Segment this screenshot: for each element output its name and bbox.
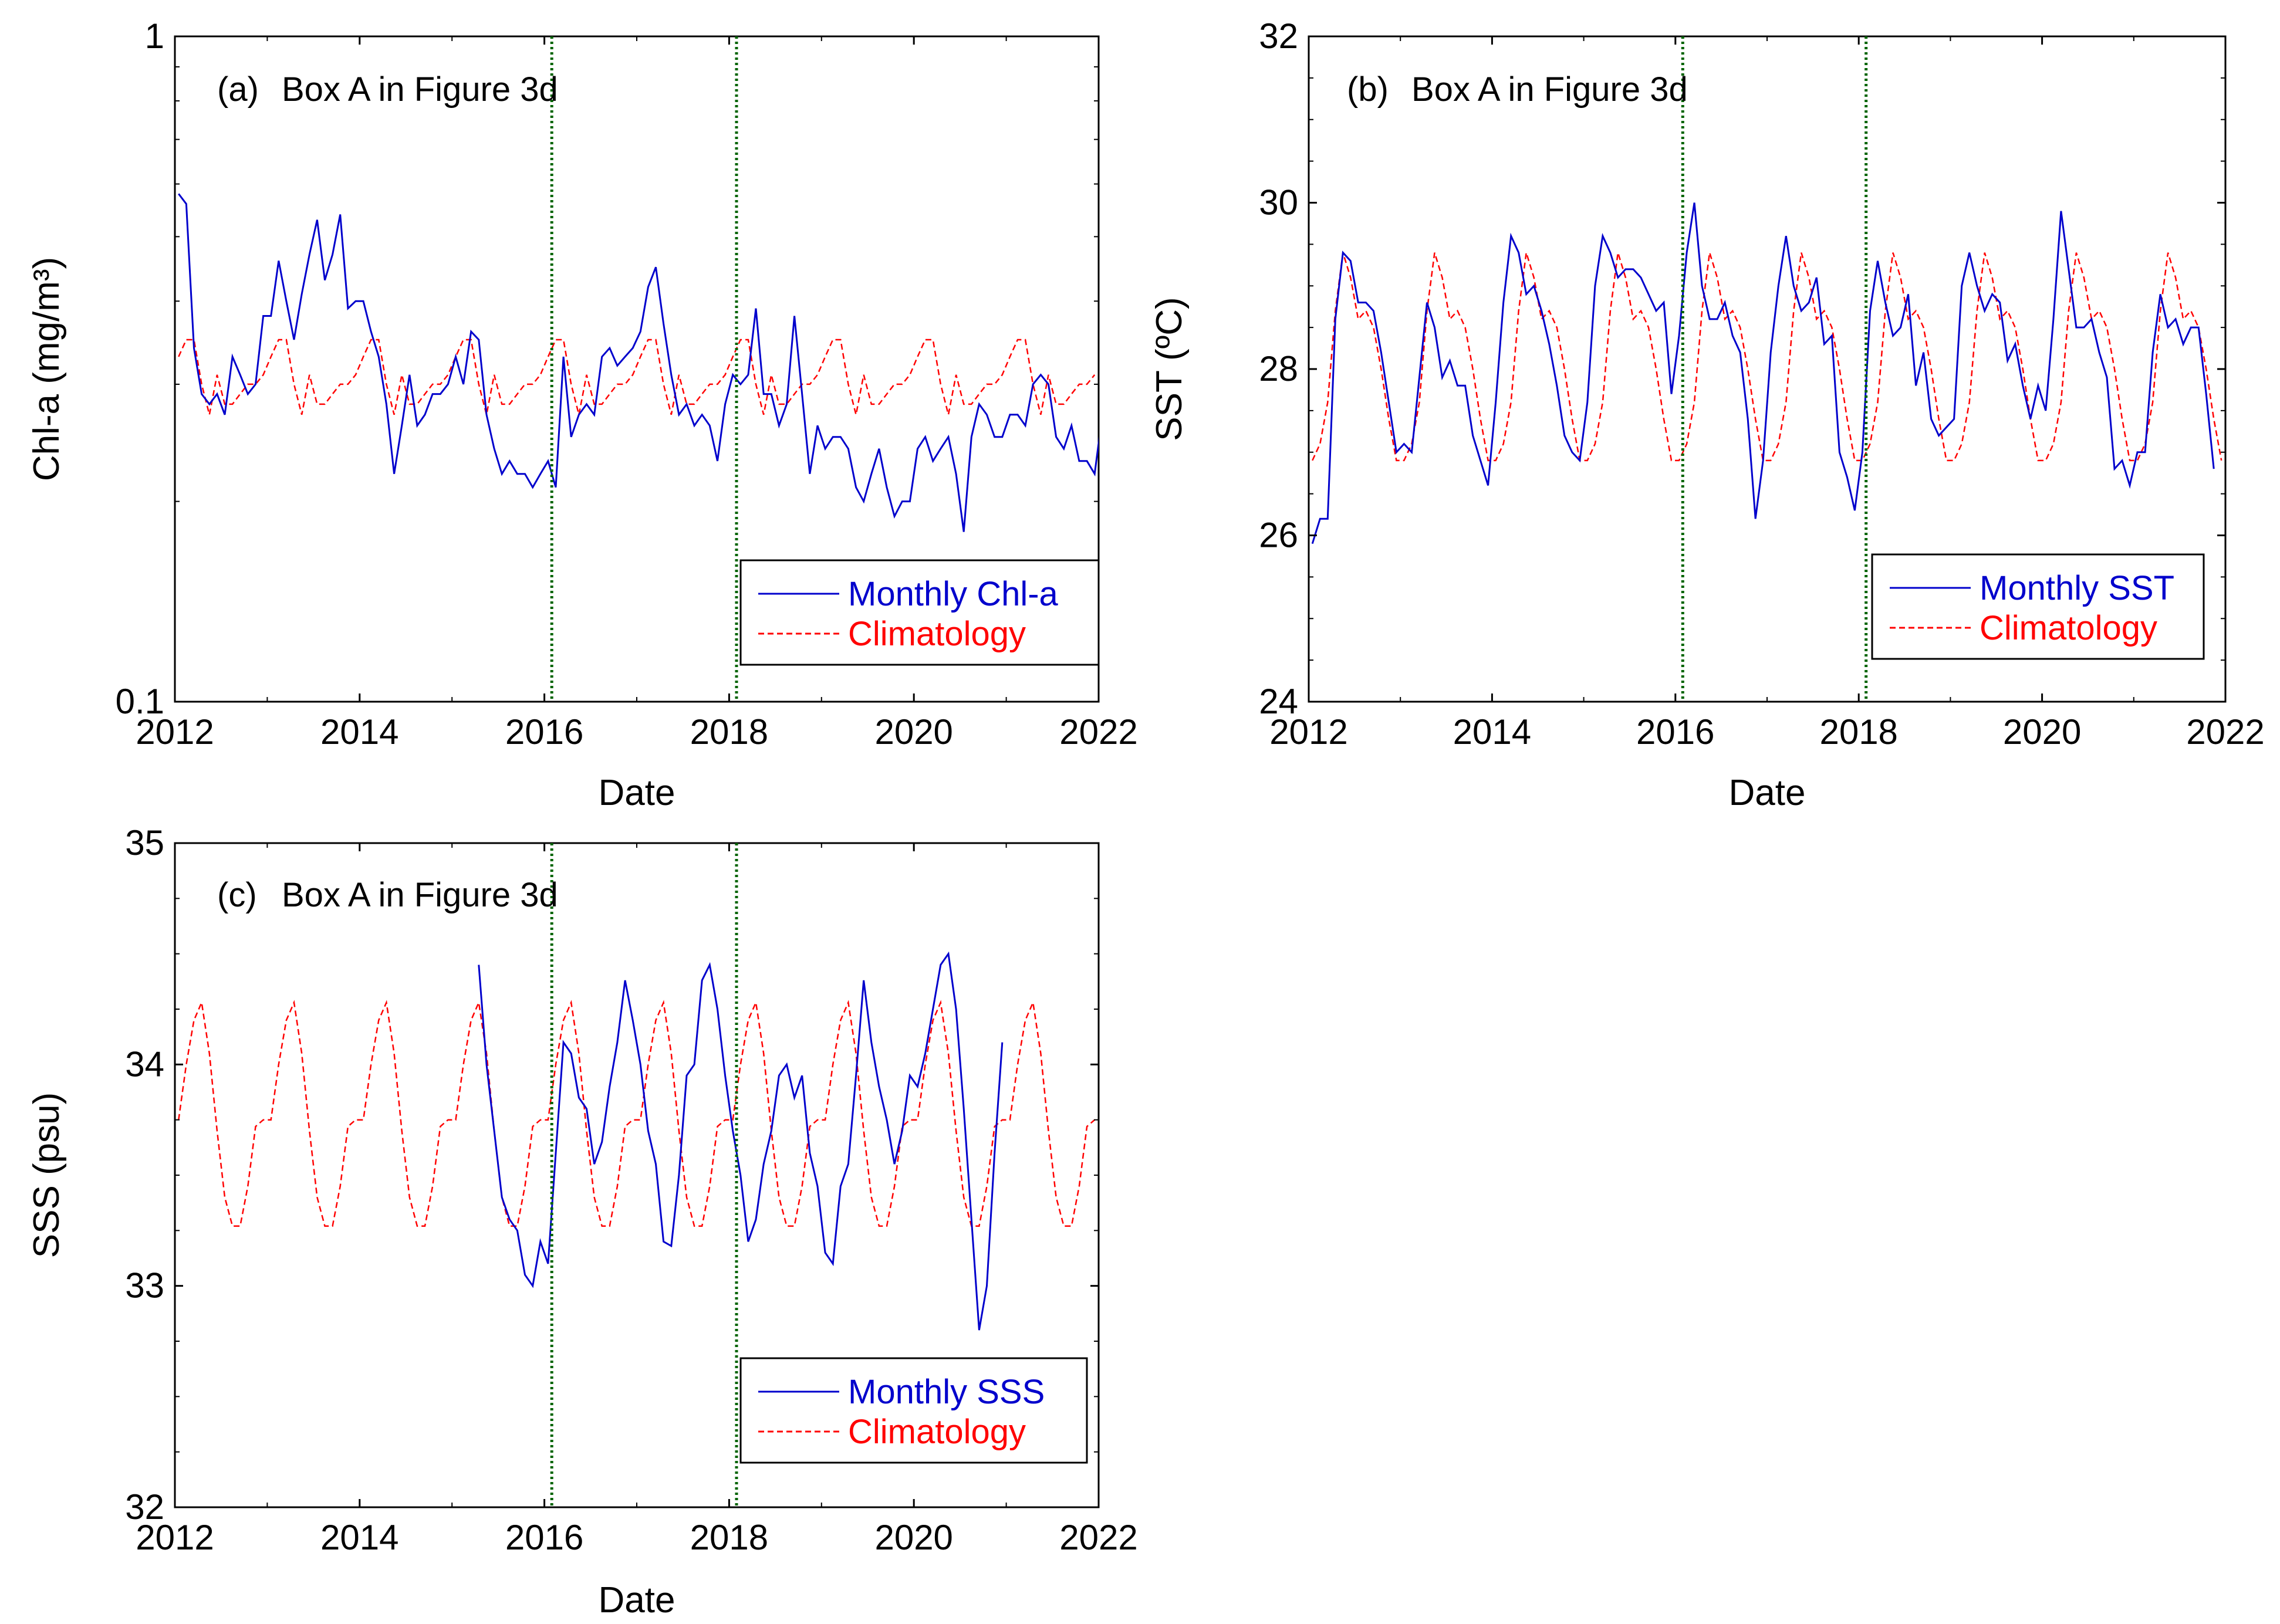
- panel-a-chl: 0.1 1 2012 2014 2016 2018 2020 2022 (a) Box A …: [26, 16, 1138, 813]
- x-tick-label: 2014: [320, 712, 398, 752]
- x-axis-title: Date: [599, 1580, 675, 1620]
- x-tick-label: 2018: [1819, 712, 1897, 752]
- panel-label: (b): [1347, 70, 1389, 109]
- legend-box: [739, 559, 1100, 666]
- x-tick-label: 2018: [690, 1518, 768, 1557]
- x-tick-label: 2012: [136, 712, 214, 752]
- series-monthly-line: [1311, 202, 2215, 544]
- x-tick-label: 2020: [2003, 712, 2081, 752]
- y-tick-label: 26: [1259, 516, 1298, 555]
- legend: Monthly SST Climatology: [1871, 553, 2205, 660]
- y-tick-label: 30: [1259, 183, 1298, 222]
- x-tick-label: 2020: [874, 712, 952, 752]
- x-tick-label: 2022: [1059, 712, 1137, 752]
- y-axis-title: SSS (psu): [26, 1092, 67, 1258]
- legend: Monthly Chl-a Climatology: [739, 559, 1100, 666]
- x-axis-title: Date: [599, 773, 675, 813]
- y-tick-label: 34: [125, 1044, 164, 1084]
- legend-label-series-2: Climatology: [848, 615, 1026, 653]
- legend-label-series-1: Monthly SSS: [848, 1373, 1045, 1411]
- panel-title: Box A in Figure 3d: [1411, 70, 1688, 109]
- x-tick-label: 2022: [1059, 1518, 1137, 1557]
- series-monthly-line: [478, 951, 1004, 1331]
- legend-label-series-2: Climatology: [1980, 609, 2157, 647]
- y-axis-title: SST (ºC): [1149, 297, 1190, 441]
- series-monthly-line: [178, 193, 1099, 532]
- x-tick-label: 2016: [505, 1518, 583, 1557]
- x-tick-label: 2020: [874, 1518, 952, 1557]
- panel-title: Box A in Figure 3d: [282, 876, 558, 914]
- y-tick-label: 0.1: [116, 682, 164, 721]
- panel-title: Box A in Figure 3d: [282, 70, 558, 109]
- panel-label: (a): [217, 70, 259, 109]
- x-tick-label: 2014: [1453, 712, 1531, 752]
- y-tick-label: 24: [1259, 682, 1298, 721]
- y-axis-title: Chl-a (mg/m³): [26, 257, 67, 481]
- x-tick-label: 2018: [690, 712, 768, 752]
- series-climatology-line: [178, 1000, 1096, 1227]
- y-tick-label: 33: [125, 1266, 164, 1305]
- panel-c-sss: 32 33 34 35 2012 2014 2016 2018 2020 2022 (c) Bo…: [26, 823, 1138, 1620]
- legend: Monthly SSS Climatology: [739, 1357, 1088, 1464]
- x-axis-title: Date: [1729, 773, 1806, 813]
- x-tick-label: 2016: [1636, 712, 1714, 752]
- legend-label-series-1: Monthly SST: [1980, 569, 2174, 607]
- y-tick-label: 1: [145, 16, 164, 56]
- y-tick-label: 32: [1259, 16, 1298, 56]
- x-tick-label: 2022: [2186, 712, 2264, 752]
- series-climatology-line: [178, 339, 1096, 415]
- y-tick-label: 32: [125, 1487, 164, 1527]
- legend-box: [1871, 553, 2205, 660]
- legend-label-series-1: Monthly Chl-a: [848, 575, 1059, 613]
- y-tick-label: 28: [1259, 349, 1298, 388]
- x-tick-label: 2012: [136, 1518, 214, 1557]
- y-tick-label: 35: [125, 823, 164, 862]
- series-climatology-line: [1312, 252, 2222, 462]
- legend-label-series-2: Climatology: [848, 1413, 1026, 1451]
- x-tick-label: 2014: [320, 1518, 398, 1557]
- panel-label: (c): [217, 876, 257, 914]
- legend-box: [739, 1357, 1088, 1464]
- x-tick-label: 2012: [1269, 712, 1347, 752]
- x-tick-label: 2016: [505, 712, 583, 752]
